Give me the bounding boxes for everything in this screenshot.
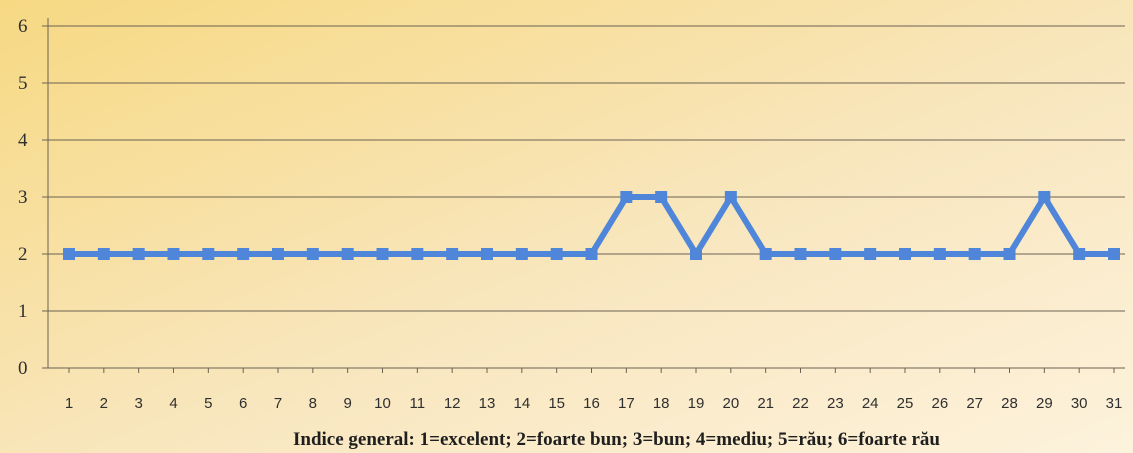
x-tick-label: 10 bbox=[374, 395, 391, 412]
data-point bbox=[864, 248, 877, 260]
x-tick-label: 14 bbox=[513, 395, 530, 412]
data-point bbox=[446, 248, 459, 260]
x-tick-label: 19 bbox=[688, 395, 705, 412]
data-point bbox=[620, 191, 633, 203]
x-tick-label: 31 bbox=[1106, 395, 1123, 412]
data-point bbox=[1073, 248, 1086, 260]
data-point bbox=[272, 248, 284, 260]
data-point bbox=[829, 248, 842, 260]
data-point bbox=[759, 248, 772, 260]
y-tick-label: 3 bbox=[18, 187, 28, 208]
x-tick-label: 27 bbox=[966, 395, 983, 412]
x-tick-label: 30 bbox=[1071, 395, 1088, 412]
data-point bbox=[1003, 248, 1016, 260]
x-tick-label: 29 bbox=[1036, 395, 1053, 412]
data-point bbox=[794, 248, 807, 260]
data-point bbox=[690, 248, 702, 260]
x-tick-label: 25 bbox=[897, 395, 914, 412]
data-point bbox=[899, 248, 911, 260]
x-tick-label: 13 bbox=[479, 395, 496, 412]
x-tick-label: 17 bbox=[618, 395, 635, 412]
data-point bbox=[585, 248, 598, 260]
x-tick-label: 28 bbox=[1001, 395, 1018, 412]
data-point bbox=[968, 248, 981, 260]
y-tick-label: 1 bbox=[18, 301, 28, 322]
x-tick-label: 26 bbox=[931, 395, 948, 412]
x-tick-label: 7 bbox=[274, 395, 282, 412]
data-point bbox=[132, 248, 145, 260]
data-point bbox=[933, 248, 946, 260]
data-point bbox=[1038, 191, 1051, 203]
x-tick-label: 8 bbox=[309, 395, 317, 412]
x-axis-title: Indice general: 1=excelent; 2=foarte bun… bbox=[293, 429, 940, 450]
x-tick-label: 9 bbox=[343, 395, 351, 412]
data-point bbox=[1108, 248, 1120, 260]
x-tick-label: 5 bbox=[204, 395, 212, 412]
x-tick-label: 18 bbox=[653, 395, 670, 412]
x-tick-label: 22 bbox=[792, 395, 809, 412]
y-tick-label: 5 bbox=[18, 73, 28, 94]
data-point bbox=[550, 248, 563, 260]
data-point bbox=[481, 248, 493, 260]
x-tick-label: 4 bbox=[169, 395, 177, 412]
x-tick-label: 16 bbox=[583, 395, 600, 412]
x-tick-label: 23 bbox=[827, 395, 844, 412]
data-point bbox=[655, 191, 668, 203]
x-tick-label: 24 bbox=[862, 395, 879, 412]
data-point bbox=[167, 248, 180, 260]
y-tick-label: 6 bbox=[18, 16, 28, 37]
x-tick-label: 12 bbox=[444, 395, 461, 412]
data-point bbox=[515, 248, 528, 260]
x-tick-label: 1 bbox=[65, 395, 73, 412]
data-point bbox=[97, 248, 110, 260]
data-point bbox=[63, 248, 75, 260]
data-point bbox=[411, 248, 424, 260]
data-point bbox=[237, 248, 250, 260]
x-tick-label: 21 bbox=[757, 395, 774, 412]
data-point bbox=[376, 248, 389, 260]
x-tick-label: 2 bbox=[100, 395, 108, 412]
x-tick-label: 15 bbox=[548, 395, 565, 412]
x-tick-label: 3 bbox=[134, 395, 142, 412]
x-tick-label: 11 bbox=[410, 395, 426, 412]
y-tick-label: 4 bbox=[18, 130, 28, 151]
data-point bbox=[341, 248, 354, 260]
x-tick-label: 20 bbox=[722, 395, 739, 412]
y-tick-label: 2 bbox=[18, 244, 28, 265]
data-point bbox=[202, 248, 215, 260]
data-point bbox=[724, 191, 737, 203]
y-tick-label: 0 bbox=[18, 358, 28, 379]
x-tick-label: 6 bbox=[239, 395, 247, 412]
data-point bbox=[306, 248, 319, 260]
